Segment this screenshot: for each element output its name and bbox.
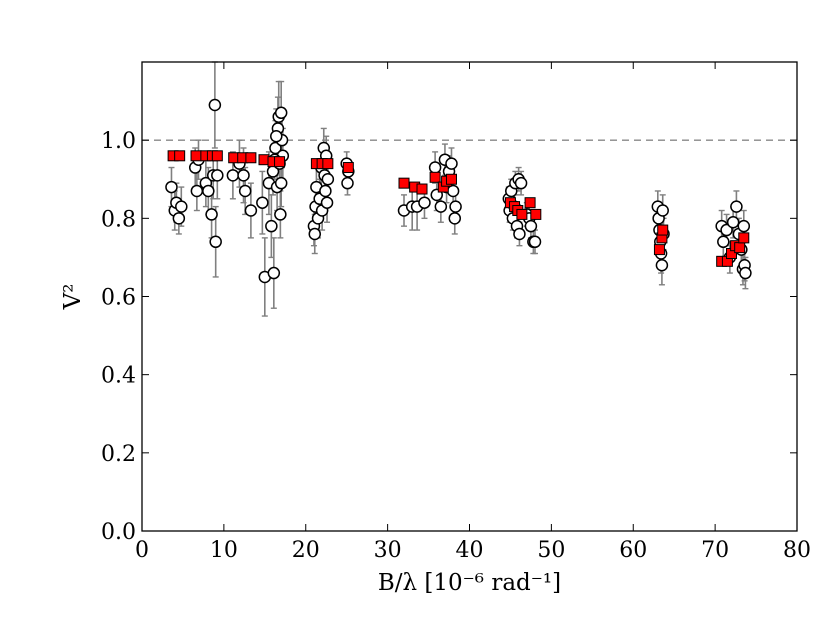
data-point-square: [657, 224, 669, 236]
data-point-square: [274, 156, 286, 168]
data-point-circle: [449, 200, 462, 213]
data-point-circle: [267, 266, 281, 280]
data-point-circle: [739, 266, 752, 280]
data-point-circle: [730, 200, 743, 213]
x-axis-title: B/λ [10⁻⁶ rad⁻¹]: [378, 570, 561, 596]
data-point-circle: [319, 184, 332, 198]
data-point-circle: [270, 130, 283, 143]
data-point-circle: [172, 212, 186, 225]
x-tick-label: 20: [292, 538, 320, 563]
data-point-circle: [514, 176, 528, 190]
data-point-circle: [205, 208, 218, 221]
data-point-circle: [226, 169, 240, 182]
data-point-circle: [528, 235, 542, 249]
y-tick-label: 0.2: [101, 442, 136, 467]
data-point-square: [398, 177, 410, 189]
data-point-square: [445, 173, 457, 185]
data-point-square: [342, 162, 354, 174]
data-point-circle: [265, 219, 278, 233]
data-point-square: [322, 158, 334, 170]
data-point-circle: [717, 235, 730, 249]
data-point-circle: [445, 157, 458, 170]
data-point-circle: [274, 106, 288, 120]
data-point-circle: [513, 227, 526, 241]
square-series-layer: [167, 150, 750, 267]
x-tick-label: 40: [456, 538, 484, 563]
data-point-circle: [434, 200, 448, 213]
data-point-circle: [165, 180, 178, 194]
data-point-circle: [237, 169, 250, 182]
data-point-circle: [655, 258, 669, 272]
data-point-circle: [446, 184, 460, 198]
data-point-circle: [256, 196, 269, 209]
data-point-circle: [274, 176, 288, 190]
data-point-square: [258, 154, 270, 166]
data-point-square: [734, 242, 746, 254]
data-point-circle: [448, 212, 462, 225]
data-point-circle: [341, 176, 354, 190]
y-tick-label: 0.4: [101, 364, 136, 389]
x-tick-label: 70: [701, 538, 729, 563]
data-point-circle: [209, 235, 222, 249]
x-tick-label: 30: [374, 538, 402, 563]
data-point-circle: [211, 169, 224, 182]
data-point-circle: [208, 98, 222, 112]
x-tick-label: 10: [210, 538, 238, 563]
data-point-square: [653, 244, 665, 256]
data-point-circle: [320, 196, 334, 209]
y-tick-label: 0.0: [101, 520, 136, 545]
data-point-circle: [321, 173, 335, 186]
data-point-circle: [274, 208, 287, 221]
data-point-circle: [656, 204, 669, 217]
data-point-circle: [202, 184, 215, 198]
data-point-circle: [418, 196, 431, 209]
data-point-circle: [737, 219, 751, 233]
data-point-square: [228, 152, 240, 164]
data-point-circle: [428, 161, 442, 174]
data-point-square: [211, 150, 223, 162]
data-point-circle: [308, 227, 322, 241]
data-point-circle: [238, 184, 252, 198]
x-tick-label: 50: [537, 538, 565, 563]
data-point-square: [530, 208, 542, 220]
data-point-square: [516, 208, 528, 220]
data-point-circle: [269, 141, 282, 155]
x-tick-label: 80: [783, 538, 811, 563]
data-point-square: [416, 183, 428, 195]
data-point-circle: [720, 223, 733, 237]
tick-layer: 0 10 20 30 40 50 60 70 80 0.0 0.2 0.4 0.6 0.8 1.0: [101, 62, 811, 563]
data-point-circle: [175, 200, 188, 213]
data-point-circle: [190, 184, 204, 198]
data-point-square: [524, 197, 536, 209]
data-point-square: [190, 150, 202, 162]
y-tick-label: 0.6: [101, 286, 136, 311]
y-tick-label: 0.8: [101, 207, 136, 232]
y-axis-title: V²: [60, 284, 86, 311]
y-tick-label: 1.0: [101, 129, 136, 154]
data-point-square: [429, 171, 441, 183]
data-point-square: [245, 152, 257, 164]
x-tick-label: 0: [135, 538, 149, 563]
data-point-circle: [244, 204, 258, 217]
data-point-circle: [726, 215, 740, 229]
data-point-circle: [524, 219, 538, 233]
data-point-square: [174, 150, 186, 162]
data-point-square: [738, 232, 750, 244]
x-tick-label: 60: [619, 538, 647, 563]
